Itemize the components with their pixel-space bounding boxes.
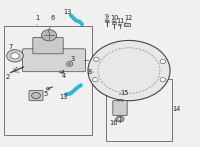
Circle shape xyxy=(7,50,23,62)
Text: 4: 4 xyxy=(62,72,66,79)
Text: 13: 13 xyxy=(63,10,72,15)
Circle shape xyxy=(88,40,170,101)
Bar xyxy=(112,22,116,24)
Bar xyxy=(105,20,109,21)
Text: 3: 3 xyxy=(71,56,75,62)
Circle shape xyxy=(94,57,99,61)
Text: 1: 1 xyxy=(35,15,39,25)
Text: 11: 11 xyxy=(116,18,124,25)
Circle shape xyxy=(160,78,166,82)
Text: 5: 5 xyxy=(44,91,48,97)
Bar xyxy=(4,26,92,135)
Text: 9: 9 xyxy=(105,14,109,21)
Text: 10: 10 xyxy=(110,15,119,23)
Text: 2: 2 xyxy=(5,68,14,80)
FancyBboxPatch shape xyxy=(22,49,86,72)
Bar xyxy=(105,21,109,22)
Text: 15: 15 xyxy=(119,90,128,96)
Text: 8: 8 xyxy=(88,69,94,75)
Circle shape xyxy=(41,30,57,41)
Bar xyxy=(125,24,128,26)
Bar xyxy=(124,23,130,26)
Text: 13: 13 xyxy=(59,94,67,100)
Text: 7: 7 xyxy=(9,44,13,50)
Circle shape xyxy=(118,118,122,121)
FancyBboxPatch shape xyxy=(33,37,63,54)
Text: 14: 14 xyxy=(172,106,180,112)
Bar xyxy=(106,79,172,141)
Circle shape xyxy=(46,87,50,90)
Text: 12: 12 xyxy=(124,15,132,23)
Bar xyxy=(118,24,121,25)
Text: 16: 16 xyxy=(109,118,118,126)
FancyBboxPatch shape xyxy=(29,90,43,101)
FancyBboxPatch shape xyxy=(113,101,127,116)
Circle shape xyxy=(68,63,71,65)
Circle shape xyxy=(160,59,166,64)
Circle shape xyxy=(92,78,98,82)
Bar xyxy=(112,21,116,22)
Circle shape xyxy=(59,71,63,73)
Circle shape xyxy=(116,116,124,122)
Text: 6: 6 xyxy=(48,15,55,33)
Circle shape xyxy=(11,53,19,59)
Circle shape xyxy=(32,92,40,99)
